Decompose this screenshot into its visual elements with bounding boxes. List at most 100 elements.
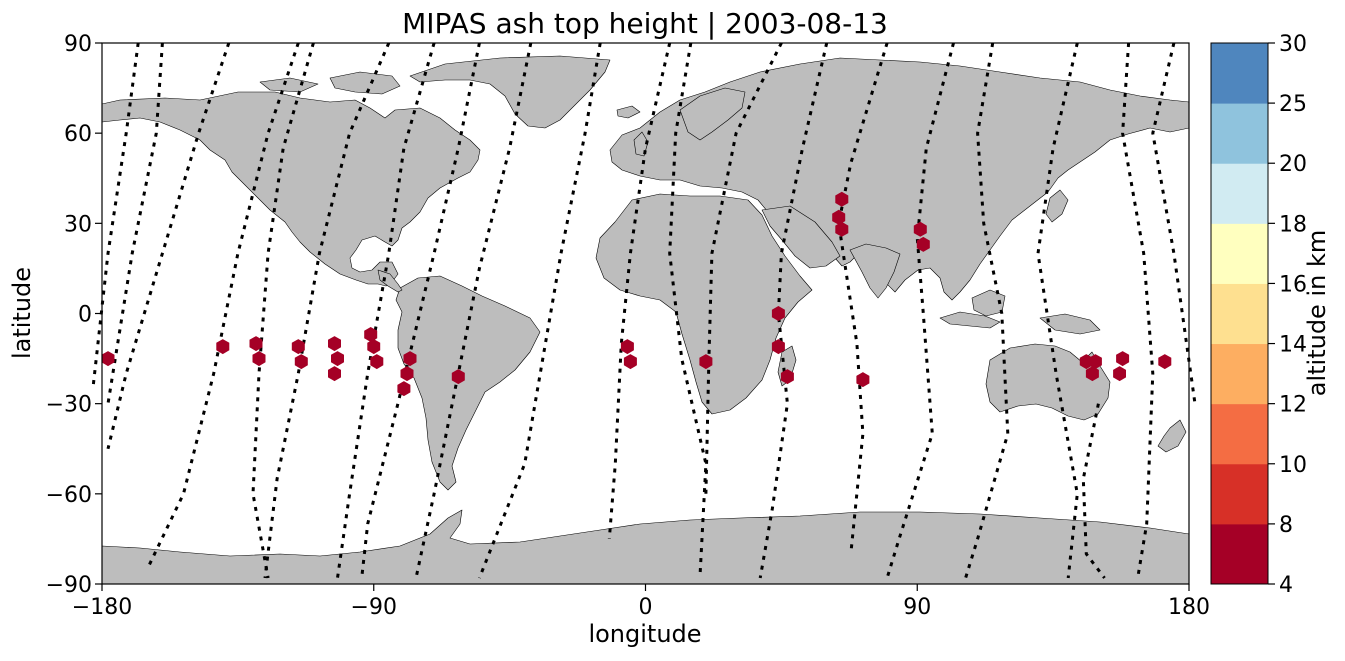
x-tick-label: 180 (1168, 595, 1210, 620)
x-tick-label: 90 (903, 595, 931, 620)
land-iceland (616, 105, 641, 119)
ash-point (913, 221, 927, 237)
ash-point (370, 354, 384, 370)
orbit-track (145, 42, 300, 570)
x-tick-label: −90 (351, 595, 397, 620)
y-tick-label: 60 (64, 122, 92, 147)
orbit-track (91, 42, 140, 389)
colorbar-tick-label: 14 (1279, 333, 1307, 358)
orbit-track (964, 42, 1010, 579)
land-britain (633, 131, 649, 157)
colorbar-bin (1211, 103, 1268, 164)
land-arctic-islands-2 (259, 77, 319, 93)
y-tick-label: 0 (78, 303, 92, 328)
colorbar-bin (1211, 463, 1268, 525)
land-japan (1045, 189, 1069, 223)
colorbar-tick-label: 25 (1279, 92, 1307, 117)
colorbar-bin (1211, 43, 1268, 104)
ash-point (294, 354, 308, 370)
ash-point (620, 339, 634, 355)
land-central-america (377, 269, 403, 293)
land-south-america (395, 275, 541, 491)
orbit-track (263, 42, 391, 579)
ash-point (856, 372, 870, 388)
land-africa (595, 193, 813, 415)
land-arabia (761, 205, 841, 269)
chart-title: MIPAS ash top height | 2003-08-13 (402, 7, 888, 40)
colorbar-tick-label: 18 (1279, 212, 1307, 237)
ash-point (1088, 354, 1102, 370)
y-tick-label: 90 (64, 32, 92, 57)
land-north-america (101, 91, 481, 287)
y-tick-label: −30 (46, 393, 92, 418)
y-axis-label: latitude (8, 267, 36, 359)
orbit-track (1151, 42, 1197, 404)
y-tick-label: −60 (46, 483, 92, 508)
x-axis: −180 −90 0 90 180 (72, 584, 1210, 620)
ash-point (1113, 366, 1126, 382)
land-masses (101, 55, 1190, 585)
colorbar-bin (1211, 403, 1268, 465)
land-greenland (409, 55, 611, 129)
ash-point (364, 327, 378, 342)
ash-point (835, 221, 849, 237)
y-axis: −90 −60 −30 0 30 60 90 (46, 32, 102, 598)
x-axis-label: longitude (588, 620, 701, 648)
colorbar-bin (1211, 283, 1268, 345)
land-scandinavia (679, 87, 746, 141)
ash-point (331, 351, 344, 367)
orbit-track (336, 42, 436, 579)
ash-point (835, 191, 849, 207)
ash-point (367, 339, 381, 355)
colorbar-tick-label: 16 (1279, 272, 1307, 297)
orbit-track (360, 42, 481, 579)
ash-point (699, 354, 713, 370)
ash-point (1116, 351, 1130, 367)
orbit-track (1121, 42, 1155, 579)
ash-point (623, 354, 637, 370)
ash-point (780, 369, 794, 385)
land-new-zealand (1157, 419, 1187, 453)
colorbar-bin (1211, 223, 1268, 284)
ash-point (328, 336, 341, 352)
land-india (849, 243, 901, 299)
orbit-track (704, 42, 783, 494)
land-indonesia (939, 311, 1001, 329)
ash-point (1085, 366, 1099, 382)
colorbar-tick-label: 10 (1279, 453, 1307, 478)
colorbar-tick-label: 20 (1279, 152, 1307, 177)
land-australia (985, 343, 1111, 421)
ash-point (916, 236, 930, 252)
ash-point (291, 339, 305, 355)
colorbar-tick-label: 12 (1279, 393, 1307, 418)
ash-point (328, 366, 341, 382)
ash-point (451, 369, 465, 385)
orbit-track (1036, 42, 1079, 579)
ash-point (1158, 354, 1172, 370)
x-tick-label: −180 (72, 595, 132, 620)
colorbar-label: altitude in km (1303, 230, 1331, 397)
land-new-guinea (1039, 313, 1101, 335)
land-arctic-islands (329, 71, 401, 95)
ash-point (400, 366, 414, 382)
ash-point (771, 306, 785, 321)
ash-detections (101, 191, 1172, 397)
ash-point (101, 351, 115, 367)
orbit-track (251, 42, 315, 579)
ash-point (249, 336, 263, 352)
orbit-tracks (91, 42, 1197, 579)
land-antarctica (101, 509, 1190, 585)
colorbar-bin (1211, 163, 1268, 224)
ash-point (397, 381, 411, 397)
colorbar: 4 8 10 12 14 16 18 20 25 30 (1210, 32, 1307, 598)
orbit-track (758, 42, 829, 579)
ash-point (216, 339, 230, 355)
y-tick-label: −90 (46, 573, 92, 598)
colorbar-tick-label: 30 (1279, 32, 1307, 57)
ash-point (832, 209, 846, 225)
orbit-track (106, 42, 164, 404)
colorbar-tick-label: 8 (1279, 513, 1293, 538)
plot-area (91, 42, 1197, 585)
